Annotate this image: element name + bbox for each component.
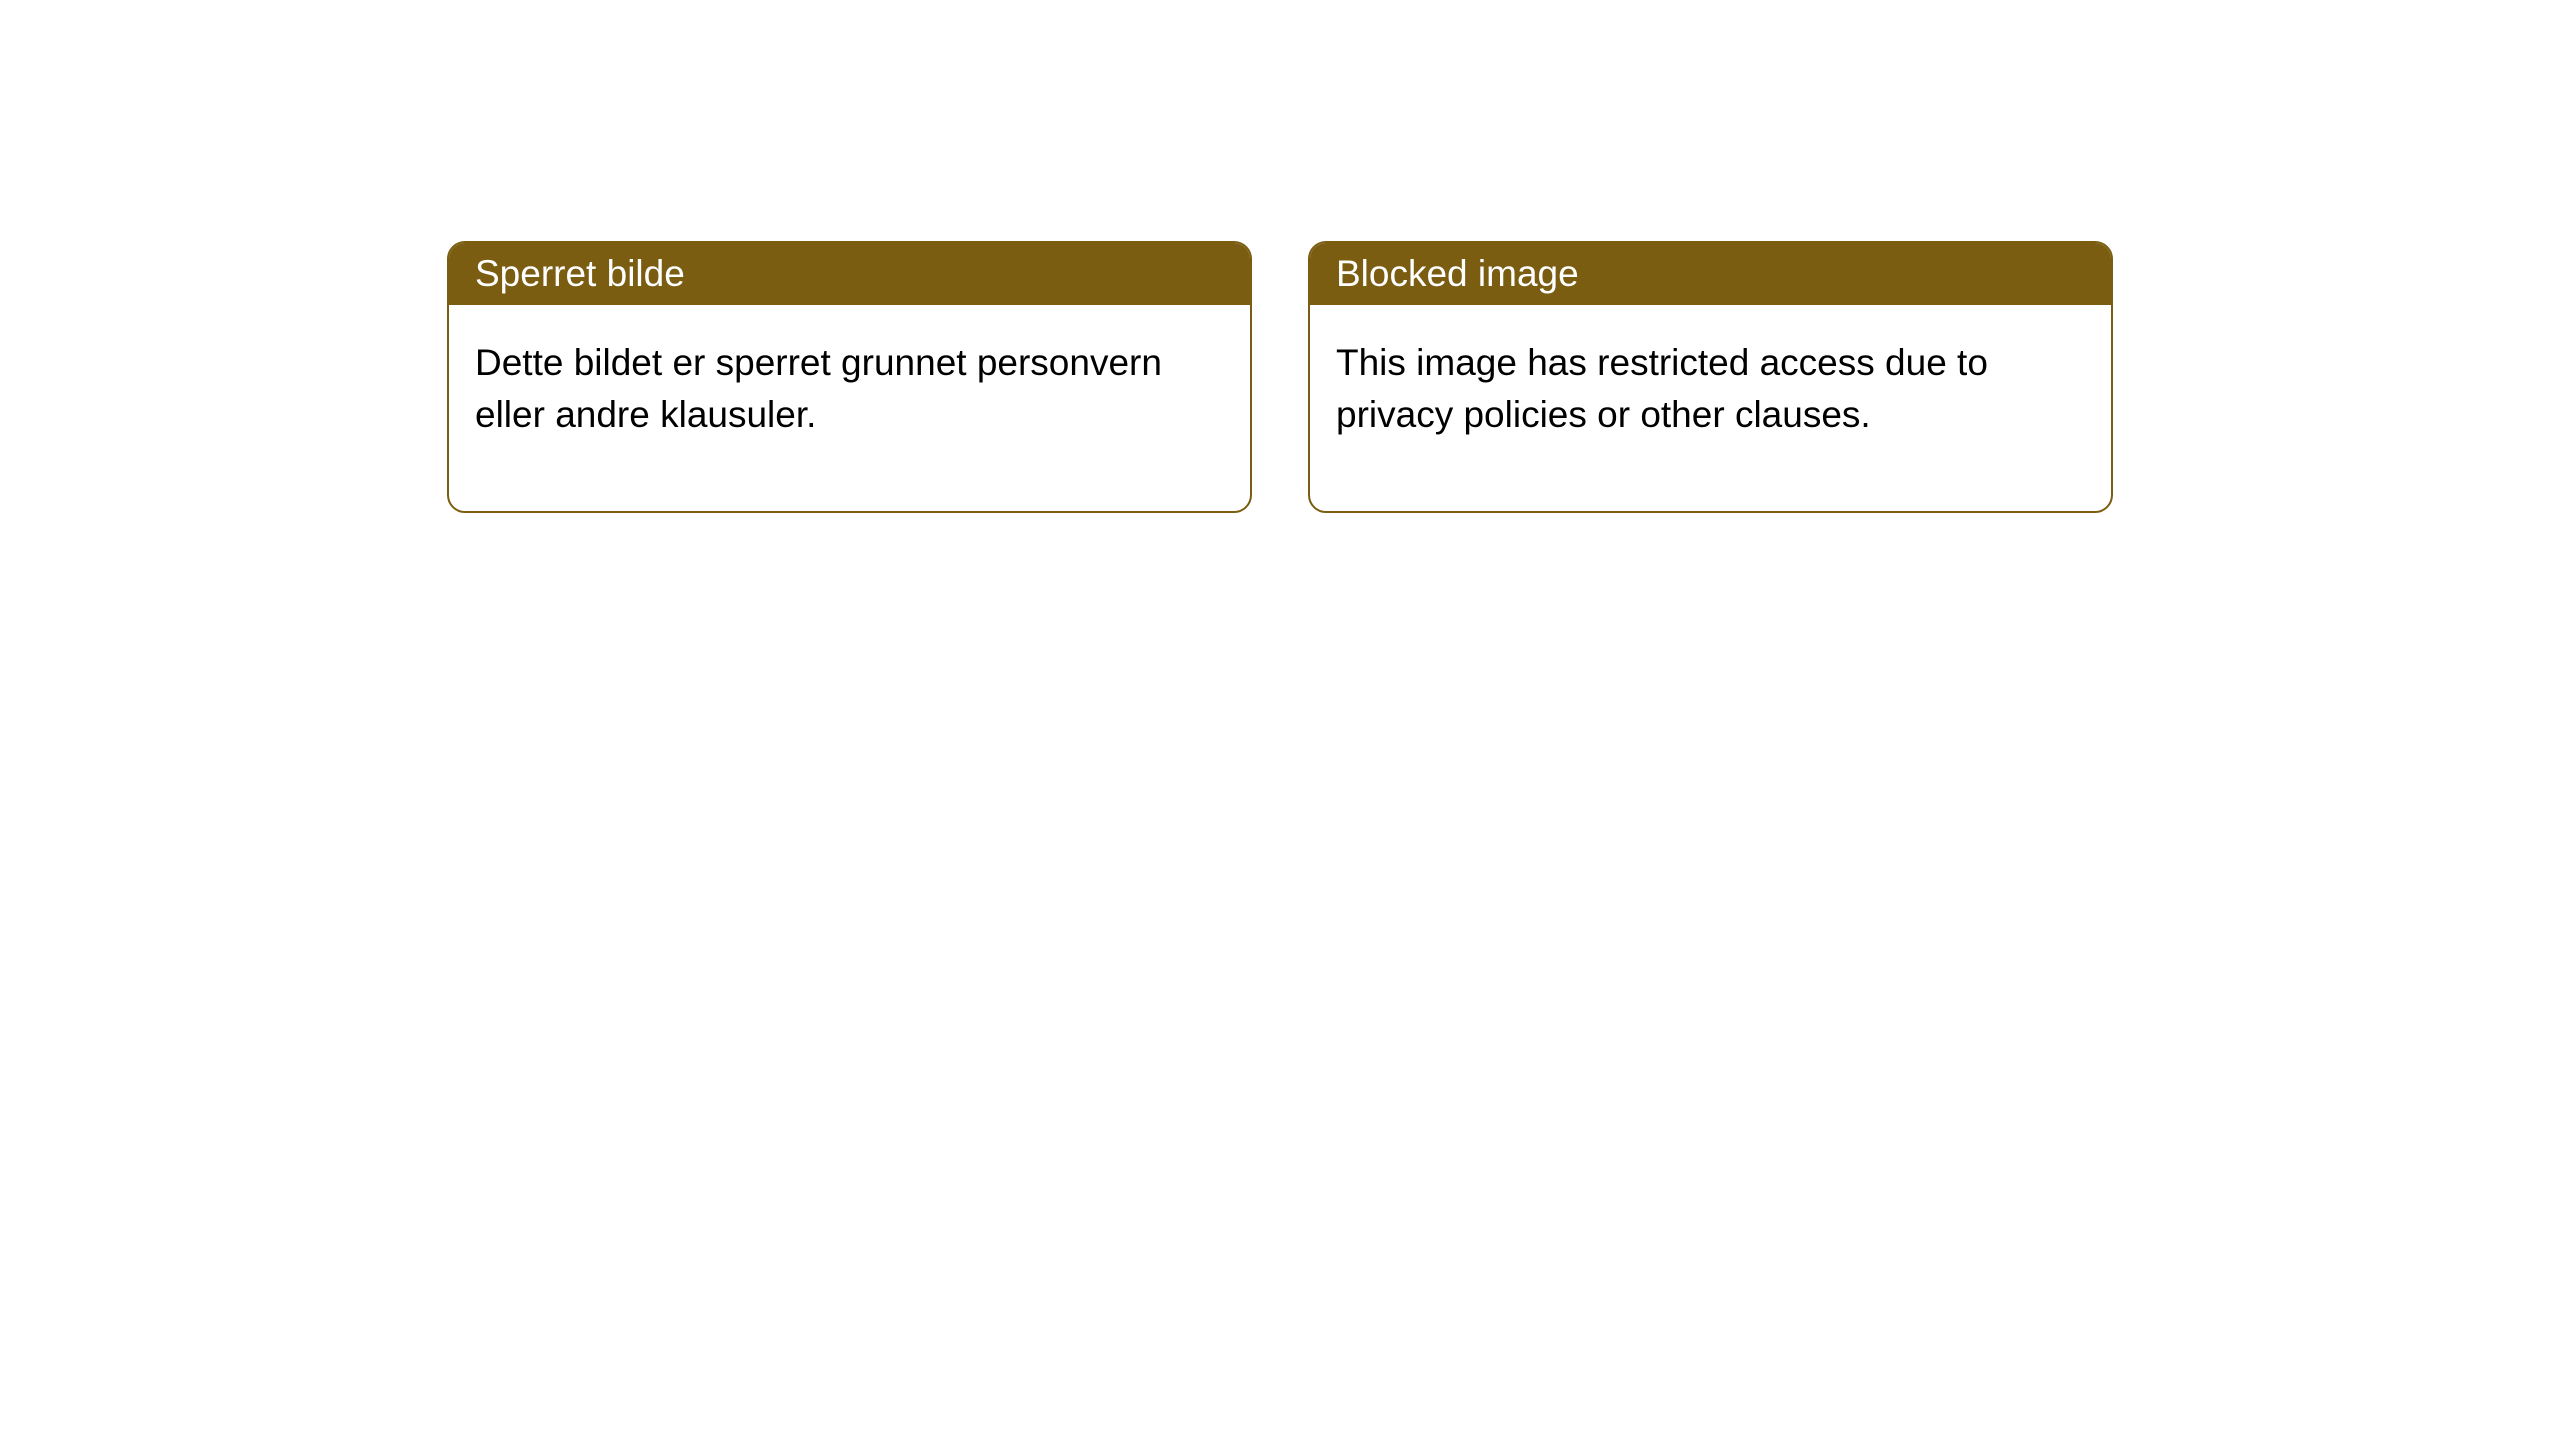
notice-box-english: Blocked image This image has restricted … [1308,241,2113,513]
notice-text: Dette bildet er sperret grunnet personve… [475,342,1162,435]
notice-header: Blocked image [1310,243,2111,305]
notice-body: Dette bildet er sperret grunnet personve… [449,305,1250,511]
notice-text: This image has restricted access due to … [1336,342,1988,435]
notice-box-norwegian: Sperret bilde Dette bildet er sperret gr… [447,241,1252,513]
notice-header: Sperret bilde [449,243,1250,305]
notice-container: Sperret bilde Dette bildet er sperret gr… [447,241,2113,513]
notice-title: Sperret bilde [475,253,685,294]
notice-body: This image has restricted access due to … [1310,305,2111,511]
notice-title: Blocked image [1336,253,1579,294]
